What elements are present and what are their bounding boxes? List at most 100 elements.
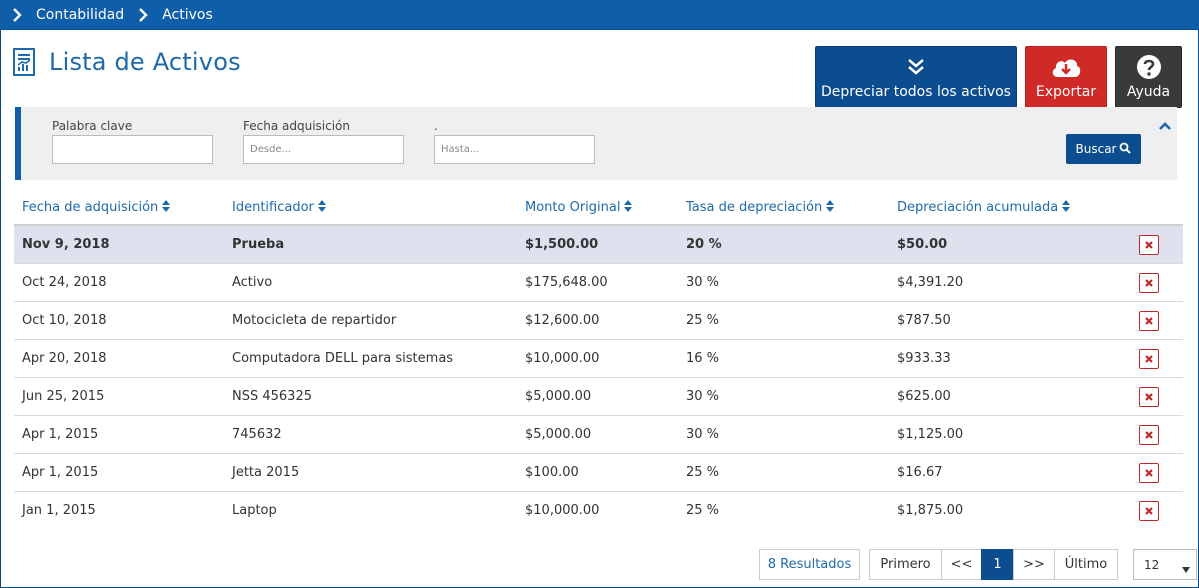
close-icon (1145, 507, 1153, 515)
table-row[interactable]: Oct 24, 2018 Activo $175,648.00 30 % $4,… (14, 264, 1183, 302)
sort-icon (826, 200, 835, 216)
delete-button[interactable] (1139, 311, 1159, 331)
page-first-button[interactable]: Primero (869, 549, 942, 580)
table-row[interactable]: Jan 1, 2015 Laptop $10,000.00 25 % $1,87… (14, 492, 1183, 530)
cell-amount: $10,000.00 (525, 351, 600, 366)
delete-button[interactable] (1139, 387, 1159, 407)
breadcrumb-contabilidad[interactable]: Contabilidad (36, 6, 125, 23)
page-next-button[interactable]: >> (1013, 549, 1055, 580)
cell-date: Jan 1, 2015 (22, 503, 96, 518)
table-row[interactable]: Oct 10, 2018 Motocicleta de repartidor $… (14, 302, 1183, 340)
depreciate-all-button[interactable]: Depreciar todos los activos (815, 46, 1017, 108)
question-circle-icon (1136, 54, 1162, 80)
close-icon (1145, 317, 1153, 325)
date-to-input[interactable]: Hasta... (434, 135, 595, 164)
results-count: 8 Resultados (759, 549, 860, 580)
header-identifier[interactable]: Identificador (232, 200, 326, 216)
sort-icon (1062, 200, 1071, 216)
header-accumulated-depreciation[interactable]: Depreciación acumulada (897, 200, 1071, 216)
cell-accumulated: $787.50 (897, 313, 951, 328)
breadcrumb: Contabilidad Activos (0, 0, 1199, 30)
date-to-label: . (434, 119, 438, 133)
close-icon (1145, 469, 1153, 477)
close-icon (1145, 393, 1153, 401)
delete-button[interactable] (1139, 463, 1159, 483)
cell-identifier: NSS 456325 (232, 389, 312, 404)
page-prev-button[interactable]: << (941, 549, 982, 580)
chevron-right-icon (138, 7, 152, 22)
cell-rate: 30 % (686, 275, 720, 290)
date-from-input[interactable]: Desde... (243, 135, 404, 164)
delete-button[interactable] (1139, 349, 1159, 369)
header-label: Fecha de adquisición (22, 200, 159, 215)
table-row[interactable]: Nov 9, 2018 Prueba $1,500.00 20 % $50.00 (14, 226, 1183, 264)
keyword-label: Palabra clave (52, 119, 133, 133)
chevron-up-icon[interactable] (1158, 120, 1172, 132)
close-icon (1145, 241, 1153, 249)
cell-rate: 25 % (686, 313, 720, 328)
cell-identifier: Computadora DELL para sistemas (232, 351, 454, 366)
cell-identifier: 745632 (232, 427, 282, 442)
cell-identifier: Motocicleta de repartidor (232, 313, 397, 328)
page-current-button[interactable]: 1 (981, 549, 1014, 580)
cell-rate: 30 % (686, 389, 720, 404)
cell-date: Jun 25, 2015 (22, 389, 105, 404)
close-icon (1145, 279, 1153, 287)
cell-amount: $12,600.00 (525, 313, 600, 328)
help-button[interactable]: Ayuda (1115, 46, 1182, 108)
header-depreciation-rate[interactable]: Tasa de depreciación (686, 200, 835, 216)
cell-date: Oct 24, 2018 (22, 275, 107, 290)
cell-rate: 25 % (686, 503, 720, 518)
delete-button[interactable] (1139, 501, 1159, 521)
breadcrumb-activos[interactable]: Activos (162, 6, 213, 23)
cell-date: Apr 1, 2015 (22, 427, 99, 442)
keyword-input[interactable] (52, 135, 213, 164)
cell-date: Nov 9, 2018 (22, 237, 110, 252)
header-acquisition-date[interactable]: Fecha de adquisición (22, 200, 171, 216)
cell-accumulated: $50.00 (897, 237, 948, 252)
cell-identifier: Jetta 2015 (232, 465, 300, 480)
cell-accumulated: $16.67 (897, 465, 943, 480)
cell-rate: 30 % (686, 427, 720, 442)
cell-identifier: Prueba (232, 237, 285, 252)
page-size-select[interactable]: 12 (1133, 549, 1197, 580)
delete-button[interactable] (1139, 235, 1159, 255)
sort-icon (317, 200, 326, 216)
cell-amount: $175,648.00 (525, 275, 608, 290)
page-title: Lista de Activos (49, 48, 241, 76)
header-label: Depreciación acumulada (897, 200, 1059, 215)
cell-date: Apr 1, 2015 (22, 465, 99, 480)
sort-icon (624, 200, 633, 216)
close-icon (1145, 355, 1153, 363)
export-button[interactable]: Exportar (1025, 46, 1107, 108)
help-label: Ayuda (1126, 84, 1171, 100)
table-row[interactable]: Apr 1, 2015 745632 $5,000.00 30 % $1,125… (14, 416, 1183, 454)
cell-date: Oct 10, 2018 (22, 313, 107, 328)
search-button[interactable]: Buscar (1066, 134, 1141, 164)
search-button-label: Buscar (1075, 142, 1117, 156)
table-row[interactable]: Jun 25, 2015 NSS 456325 $5,000.00 30 % $… (14, 378, 1183, 416)
cell-rate: 16 % (686, 351, 720, 366)
cell-accumulated: $1,875.00 (897, 503, 964, 518)
sort-icon (162, 200, 171, 216)
header-original-amount[interactable]: Monto Original (525, 200, 633, 216)
table-row[interactable]: Apr 1, 2015 Jetta 2015 $100.00 25 % $16.… (14, 454, 1183, 492)
report-icon (13, 48, 35, 76)
cell-identifier: Laptop (232, 503, 277, 518)
cell-amount: $5,000.00 (525, 427, 592, 442)
caret-down-icon (1182, 562, 1190, 576)
page-last-button[interactable]: Último (1054, 549, 1118, 580)
double-chevron-down-icon (906, 54, 926, 80)
depreciate-all-label: Depreciar todos los activos (821, 84, 1011, 100)
table-row[interactable]: Apr 20, 2018 Computadora DELL para siste… (14, 340, 1183, 378)
delete-button[interactable] (1139, 273, 1159, 293)
cell-amount: $1,500.00 (525, 237, 599, 252)
filter-panel: Palabra clave Fecha adquisición Desde...… (15, 107, 1177, 180)
cell-rate: 25 % (686, 465, 720, 480)
cell-accumulated: $1,125.00 (897, 427, 964, 442)
close-icon (1145, 431, 1153, 439)
page-size-value: 12 (1144, 557, 1160, 572)
table-body: Nov 9, 2018 Prueba $1,500.00 20 % $50.00… (14, 226, 1183, 530)
delete-button[interactable] (1139, 425, 1159, 445)
cell-accumulated: $4,391.20 (897, 275, 964, 290)
